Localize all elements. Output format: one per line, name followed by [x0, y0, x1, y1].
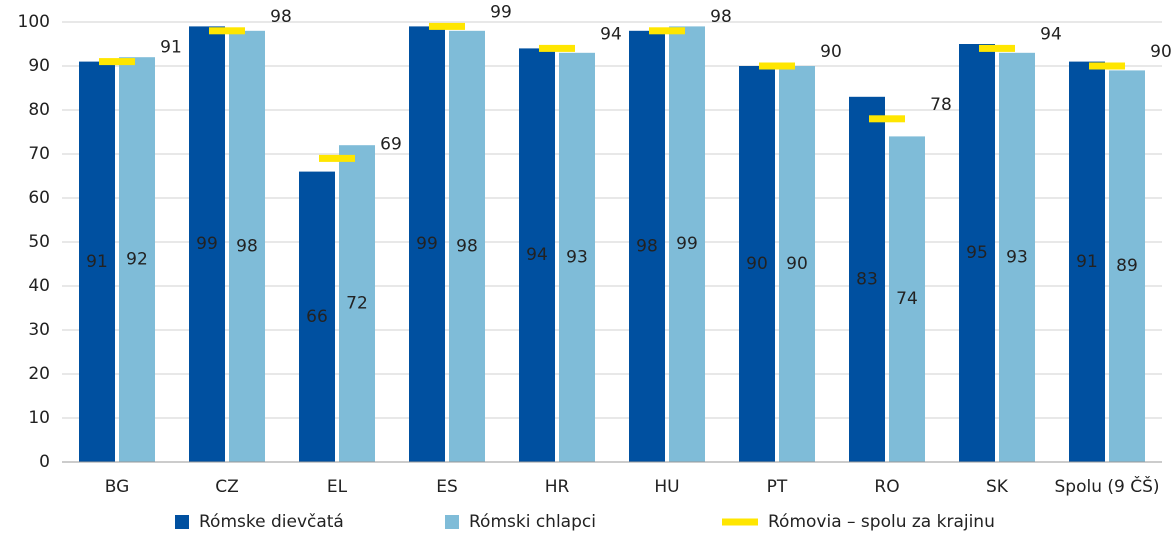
- y-tick-label: 90: [28, 56, 50, 76]
- total-marker: [99, 58, 135, 66]
- bar: [559, 52, 595, 463]
- total-marker: [759, 62, 795, 70]
- total-label: 99: [490, 2, 512, 22]
- bar: [79, 61, 115, 462]
- total-label: 94: [1040, 24, 1062, 44]
- bar-label: 98: [456, 236, 478, 256]
- y-tick-label: 50: [28, 232, 50, 252]
- bar: [849, 96, 885, 463]
- bar-label: 98: [236, 236, 258, 256]
- bar-label: 90: [746, 254, 768, 274]
- y-tick-label: 80: [28, 100, 50, 120]
- bar-label: 99: [196, 234, 218, 254]
- bar-label: 93: [566, 247, 588, 267]
- total-marker: [869, 115, 905, 123]
- y-tick-label: 30: [28, 320, 50, 340]
- bar: [119, 57, 155, 462]
- bar-label: 91: [86, 252, 108, 272]
- bar-label: 95: [966, 243, 988, 263]
- bar-label: 92: [126, 250, 148, 270]
- bar-label: 74: [896, 289, 918, 309]
- x-tick-label: ES: [436, 477, 458, 497]
- total-label: 94: [600, 24, 622, 44]
- bar-label: 99: [416, 234, 438, 254]
- total-label: 91: [160, 38, 182, 58]
- legend-label: Rómske dievčatá: [199, 512, 344, 532]
- bar: [189, 26, 225, 463]
- total-marker: [209, 27, 245, 35]
- bar: [629, 30, 665, 463]
- bar: [519, 48, 555, 463]
- bar: [1069, 61, 1105, 462]
- x-tick-label: Spolu (9 ČŠ): [1054, 475, 1159, 497]
- y-tick-label: 0: [39, 452, 50, 472]
- bar-label: 98: [636, 236, 658, 256]
- legend-label: Rómovia – spolu za krajinu: [768, 512, 995, 532]
- total-marker: [649, 27, 685, 35]
- total-marker: [979, 44, 1015, 52]
- total-label: 90: [820, 42, 842, 62]
- bar: [409, 26, 445, 463]
- y-tick-label: 70: [28, 144, 50, 164]
- bar-label: 93: [1006, 247, 1028, 267]
- total-label: 98: [710, 7, 732, 27]
- legend-label: Rómski chlapci: [469, 512, 596, 532]
- y-tick-label: 100: [18, 12, 50, 32]
- y-tick-label: 20: [28, 364, 50, 384]
- bar: [1109, 70, 1145, 463]
- bar: [889, 136, 925, 462]
- total-label: 78: [930, 95, 952, 115]
- x-tick-label: CZ: [215, 477, 239, 497]
- bar: [669, 26, 705, 463]
- bar-label: 99: [676, 234, 698, 254]
- legend-swatch: [722, 518, 758, 526]
- y-tick-label: 60: [28, 188, 50, 208]
- bar: [299, 171, 335, 462]
- y-tick-label: 40: [28, 276, 50, 296]
- total-marker: [319, 154, 355, 162]
- bar-label: 91: [1076, 252, 1098, 272]
- bar-label: 89: [1116, 256, 1138, 276]
- x-tick-label: PT: [767, 477, 788, 497]
- x-tick-label: HR: [545, 477, 570, 497]
- bar-label: 90: [786, 254, 808, 274]
- x-tick-label: RO: [874, 477, 899, 497]
- x-tick-label: SK: [986, 477, 1009, 497]
- legend-swatch: [445, 515, 459, 529]
- total-marker: [1089, 62, 1125, 70]
- total-label: 98: [270, 7, 292, 27]
- total-label: 90: [1150, 42, 1171, 62]
- bar-label: 66: [306, 307, 328, 327]
- bar-label: 83: [856, 269, 878, 289]
- total-label: 69: [380, 134, 402, 154]
- x-tick-label: BG: [105, 477, 130, 497]
- bar: [339, 145, 375, 462]
- y-tick-label: 10: [28, 408, 50, 428]
- bar: [449, 30, 485, 463]
- total-marker: [429, 22, 465, 30]
- bar: [739, 66, 775, 462]
- bar: [779, 66, 815, 462]
- bar: [959, 44, 995, 462]
- bar-label: 94: [526, 245, 548, 265]
- bar: [229, 30, 265, 463]
- bar-label: 72: [346, 294, 368, 314]
- total-marker: [539, 44, 575, 52]
- x-tick-label: HU: [654, 477, 679, 497]
- x-tick-label: EL: [327, 477, 348, 497]
- bar: [999, 52, 1035, 463]
- legend-swatch: [175, 515, 189, 529]
